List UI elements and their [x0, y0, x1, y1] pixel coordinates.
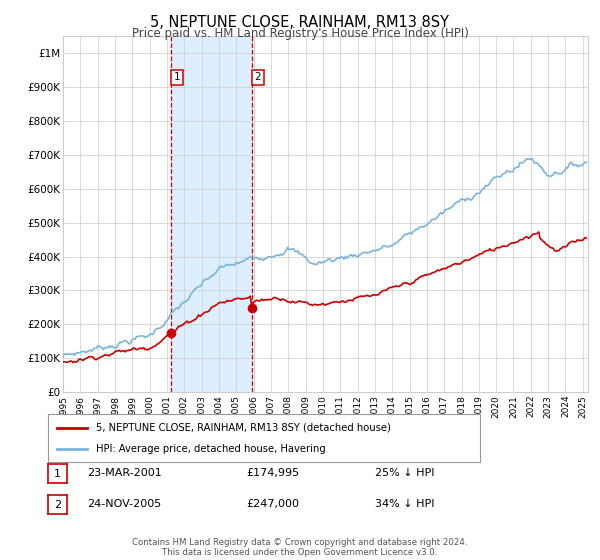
Text: 24-NOV-2005: 24-NOV-2005 [87, 499, 161, 509]
Text: 1: 1 [173, 72, 180, 82]
Text: 25% ↓ HPI: 25% ↓ HPI [375, 468, 434, 478]
Text: 5, NEPTUNE CLOSE, RAINHAM, RM13 8SY: 5, NEPTUNE CLOSE, RAINHAM, RM13 8SY [151, 15, 449, 30]
Text: Contains HM Land Registry data © Crown copyright and database right 2024.
This d: Contains HM Land Registry data © Crown c… [132, 538, 468, 557]
Text: 34% ↓ HPI: 34% ↓ HPI [375, 499, 434, 509]
Text: 1: 1 [54, 469, 61, 479]
Text: 2: 2 [54, 500, 61, 510]
Text: 5, NEPTUNE CLOSE, RAINHAM, RM13 8SY (detached house): 5, NEPTUNE CLOSE, RAINHAM, RM13 8SY (det… [95, 423, 391, 433]
Text: 23-MAR-2001: 23-MAR-2001 [87, 468, 162, 478]
Text: 2: 2 [254, 72, 261, 82]
Bar [171, 36, 252, 392]
Text: £174,995: £174,995 [246, 468, 299, 478]
Text: £247,000: £247,000 [246, 499, 299, 509]
Text: HPI: Average price, detached house, Havering: HPI: Average price, detached house, Have… [95, 444, 325, 454]
Text: Price paid vs. HM Land Registry's House Price Index (HPI): Price paid vs. HM Land Registry's House … [131, 27, 469, 40]
